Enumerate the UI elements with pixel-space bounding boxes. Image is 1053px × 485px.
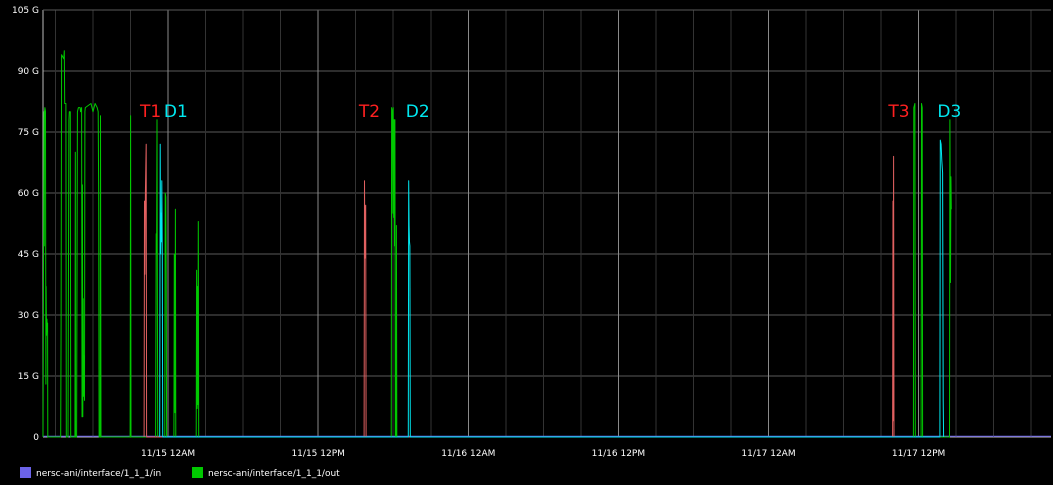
y-tick-label: 0	[33, 433, 39, 443]
annotation-label: D3	[937, 102, 961, 122]
y-tick-label: 15 G	[18, 372, 39, 382]
x-tick-label: 11/17 12PM	[892, 449, 945, 459]
series-line-3	[159, 139, 945, 438]
x-tick-label: 11/16 12AM	[441, 449, 495, 459]
legend-swatch	[20, 467, 31, 478]
y-tick-label: 105 G	[12, 6, 39, 16]
annotation-label: T2	[358, 102, 380, 122]
annotation-label: T1	[139, 102, 161, 122]
y-tick-label: 45 G	[18, 250, 39, 260]
x-tick-label: 11/15 12PM	[291, 449, 344, 459]
y-tick-label: 90 G	[18, 67, 39, 77]
legend-swatch	[192, 467, 203, 478]
legend-label: nersc-ani/interface/1_1_1/out	[208, 469, 340, 479]
annotation-label: D1	[164, 102, 188, 122]
y-tick-label: 75 G	[18, 128, 39, 138]
x-tick-label: 11/16 12PM	[592, 449, 645, 459]
legend-label: nersc-ani/interface/1_1_1/in	[36, 469, 161, 479]
annotation-label: T3	[887, 102, 909, 122]
legend: nersc-ani/interface/1_1_1/in nersc-ani/in…	[20, 467, 340, 479]
annotations: T1 D1 T2 D2 T3 D3	[139, 102, 961, 122]
x-tick-label: 11/17 12AM	[741, 449, 795, 459]
series-group	[42, 50, 1051, 438]
series-line-1	[42, 50, 952, 438]
y-tick-label: 60 G	[18, 189, 39, 199]
x-tick-label: 11/15 12AM	[141, 449, 195, 459]
series-line-2	[143, 143, 895, 438]
annotation-label: D2	[406, 102, 430, 122]
axes: 0 15 G 30 G 45 G 60 G 75 G 90 G 105 G 11/15 12AM…	[12, 6, 1051, 459]
y-tick-label: 30 G	[18, 311, 39, 321]
